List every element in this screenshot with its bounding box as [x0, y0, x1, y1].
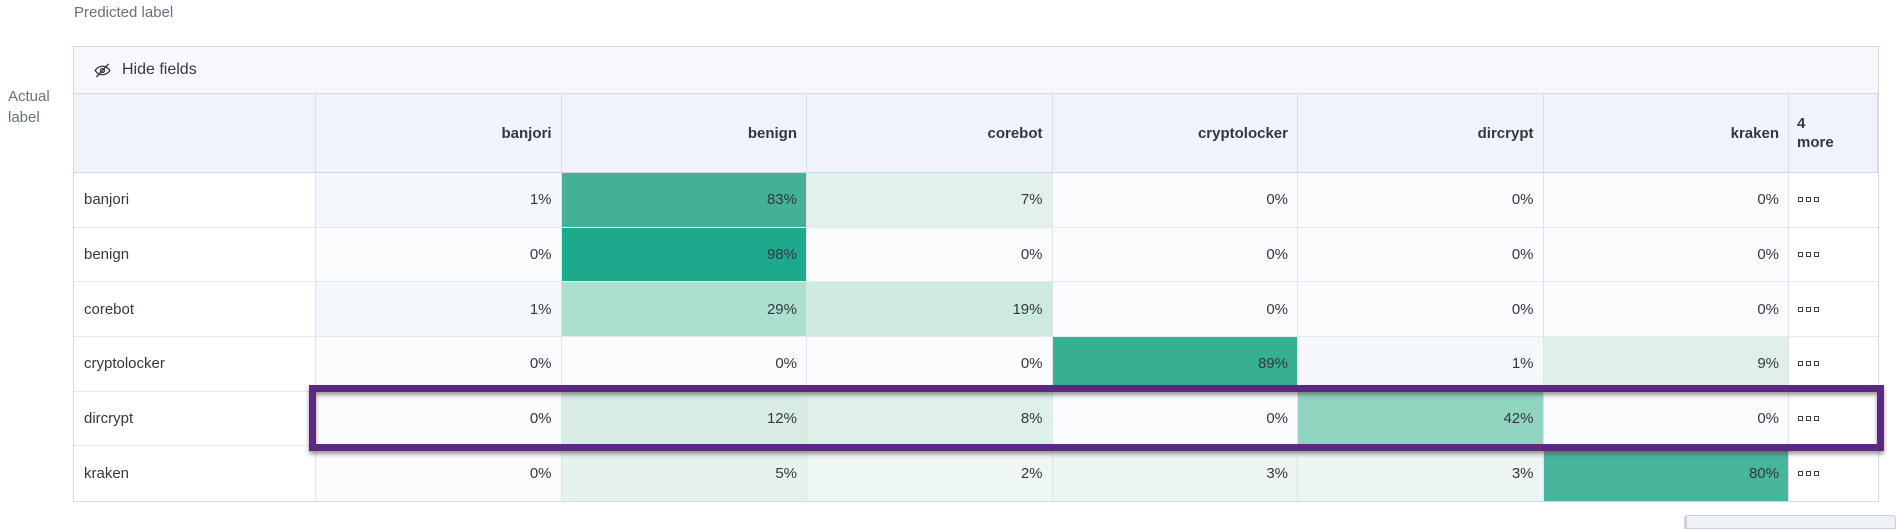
- grid-toolbar: Hide fields: [74, 47, 1878, 94]
- eye-closed-icon: [93, 61, 112, 80]
- row-label-dircrypt[interactable]: dircrypt: [74, 391, 316, 447]
- matrix-cell-corebot-kraken[interactable]: 0%: [1543, 282, 1789, 337]
- matrix-cell-banjori-corebot[interactable]: 7%: [807, 173, 1053, 228]
- matrix-cell-banjori-benign[interactable]: 83%: [561, 173, 807, 228]
- matrix-cell-corebot-dircrypt[interactable]: 0%: [1298, 282, 1544, 337]
- more-cell-banjori[interactable]: [1789, 173, 1878, 228]
- matrix-cell-banjori-banjori[interactable]: 1%: [316, 173, 562, 228]
- matrix-cell-corebot-banjori[interactable]: 1%: [316, 282, 562, 337]
- matrix-cell-benign-dircrypt[interactable]: 0%: [1298, 227, 1544, 283]
- matrix-cell-banjori-dircrypt[interactable]: 0%: [1298, 173, 1544, 228]
- matrix-cell-corebot-corebot[interactable]: 19%: [807, 282, 1053, 337]
- boxes-horizontal-icon: [1798, 471, 1819, 477]
- matrix-cell-kraken-cryptolocker[interactable]: 3%: [1052, 446, 1298, 501]
- matrix-cell-corebot-cryptolocker[interactable]: 0%: [1052, 282, 1298, 337]
- row-label-banjori[interactable]: banjori: [74, 173, 316, 228]
- row-label-corebot[interactable]: corebot: [74, 282, 316, 337]
- matrix-cell-kraken-benign[interactable]: 5%: [561, 446, 807, 501]
- row-label-cryptolocker[interactable]: cryptolocker: [74, 336, 316, 392]
- row-label-benign[interactable]: benign: [74, 227, 316, 283]
- boxes-horizontal-icon: [1798, 415, 1819, 421]
- matrix-cell-kraken-dircrypt[interactable]: 3%: [1298, 446, 1544, 501]
- boxes-horizontal-icon: [1798, 361, 1819, 367]
- matrix-cell-corebot-benign[interactable]: 29%: [561, 282, 807, 337]
- row-label-kraken[interactable]: kraken: [74, 446, 316, 501]
- matrix-cell-benign-cryptolocker[interactable]: 0%: [1052, 227, 1298, 283]
- matrix-cell-kraken-kraken[interactable]: 80%: [1543, 446, 1789, 501]
- scrollbar-fragment[interactable]: [1684, 515, 1896, 529]
- matrix-cell-benign-corebot[interactable]: 0%: [807, 227, 1053, 283]
- matrix-cell-kraken-corebot[interactable]: 2%: [807, 446, 1053, 501]
- confusion-matrix-grid: banjori benign corebot cryptolocker dircrypt…: [74, 94, 1878, 501]
- matrix-cell-cryptolocker-cryptolocker[interactable]: 89%: [1052, 336, 1298, 392]
- matrix-cell-banjori-cryptolocker[interactable]: 0%: [1052, 173, 1298, 228]
- matrix-cell-cryptolocker-dircrypt[interactable]: 1%: [1298, 336, 1544, 392]
- more-cell-dircrypt[interactable]: [1789, 391, 1878, 447]
- boxes-horizontal-icon: [1798, 251, 1819, 257]
- column-header-dircrypt[interactable]: dircrypt: [1298, 94, 1544, 173]
- hide-fields-label: Hide fields: [122, 61, 197, 78]
- hide-fields-button[interactable]: Hide fields: [93, 61, 197, 80]
- more-cell-benign[interactable]: [1789, 227, 1878, 283]
- matrix-cell-dircrypt-kraken[interactable]: 0%: [1543, 391, 1789, 447]
- predicted-label: Predicted label: [74, 4, 174, 21]
- actual-label: Actual label: [8, 86, 50, 128]
- matrix-cell-dircrypt-corebot[interactable]: 8%: [807, 391, 1053, 447]
- matrix-cell-benign-benign[interactable]: 98%: [561, 227, 807, 283]
- more-cell-corebot[interactable]: [1789, 282, 1878, 337]
- column-header-kraken[interactable]: kraken: [1543, 94, 1789, 173]
- column-header-corebot[interactable]: corebot: [807, 94, 1053, 173]
- column-header-cryptolocker[interactable]: cryptolocker: [1052, 94, 1298, 173]
- actual-label-line2: label: [8, 109, 40, 126]
- column-header-benign[interactable]: benign: [561, 94, 807, 173]
- boxes-horizontal-icon: [1798, 197, 1819, 203]
- matrix-cell-benign-kraken[interactable]: 0%: [1543, 227, 1789, 283]
- matrix-cell-cryptolocker-kraken[interactable]: 9%: [1543, 336, 1789, 392]
- more-cell-kraken[interactable]: [1789, 446, 1878, 501]
- matrix-cell-dircrypt-benign[interactable]: 12%: [561, 391, 807, 447]
- boxes-horizontal-icon: [1798, 306, 1819, 312]
- matrix-cell-cryptolocker-banjori[interactable]: 0%: [316, 336, 562, 392]
- more-cell-cryptolocker[interactable]: [1789, 336, 1878, 392]
- matrix-cell-banjori-kraken[interactable]: 0%: [1543, 173, 1789, 228]
- matrix-cell-cryptolocker-corebot[interactable]: 0%: [807, 336, 1053, 392]
- corner-header-cell: [74, 94, 316, 173]
- column-header-more[interactable]: 4 more: [1789, 94, 1878, 173]
- actual-label-line1: Actual: [8, 88, 50, 105]
- matrix-cell-benign-banjori[interactable]: 0%: [316, 227, 562, 283]
- confusion-matrix-panel: Hide fields banjori benign corebot cryptolo…: [73, 46, 1879, 502]
- matrix-cell-dircrypt-cryptolocker[interactable]: 0%: [1052, 391, 1298, 447]
- matrix-cell-kraken-banjori[interactable]: 0%: [316, 446, 562, 501]
- matrix-cell-cryptolocker-benign[interactable]: 0%: [561, 336, 807, 392]
- matrix-cell-dircrypt-banjori[interactable]: 0%: [316, 391, 562, 447]
- matrix-cell-dircrypt-dircrypt[interactable]: 42%: [1298, 391, 1544, 447]
- column-header-banjori[interactable]: banjori: [316, 94, 562, 173]
